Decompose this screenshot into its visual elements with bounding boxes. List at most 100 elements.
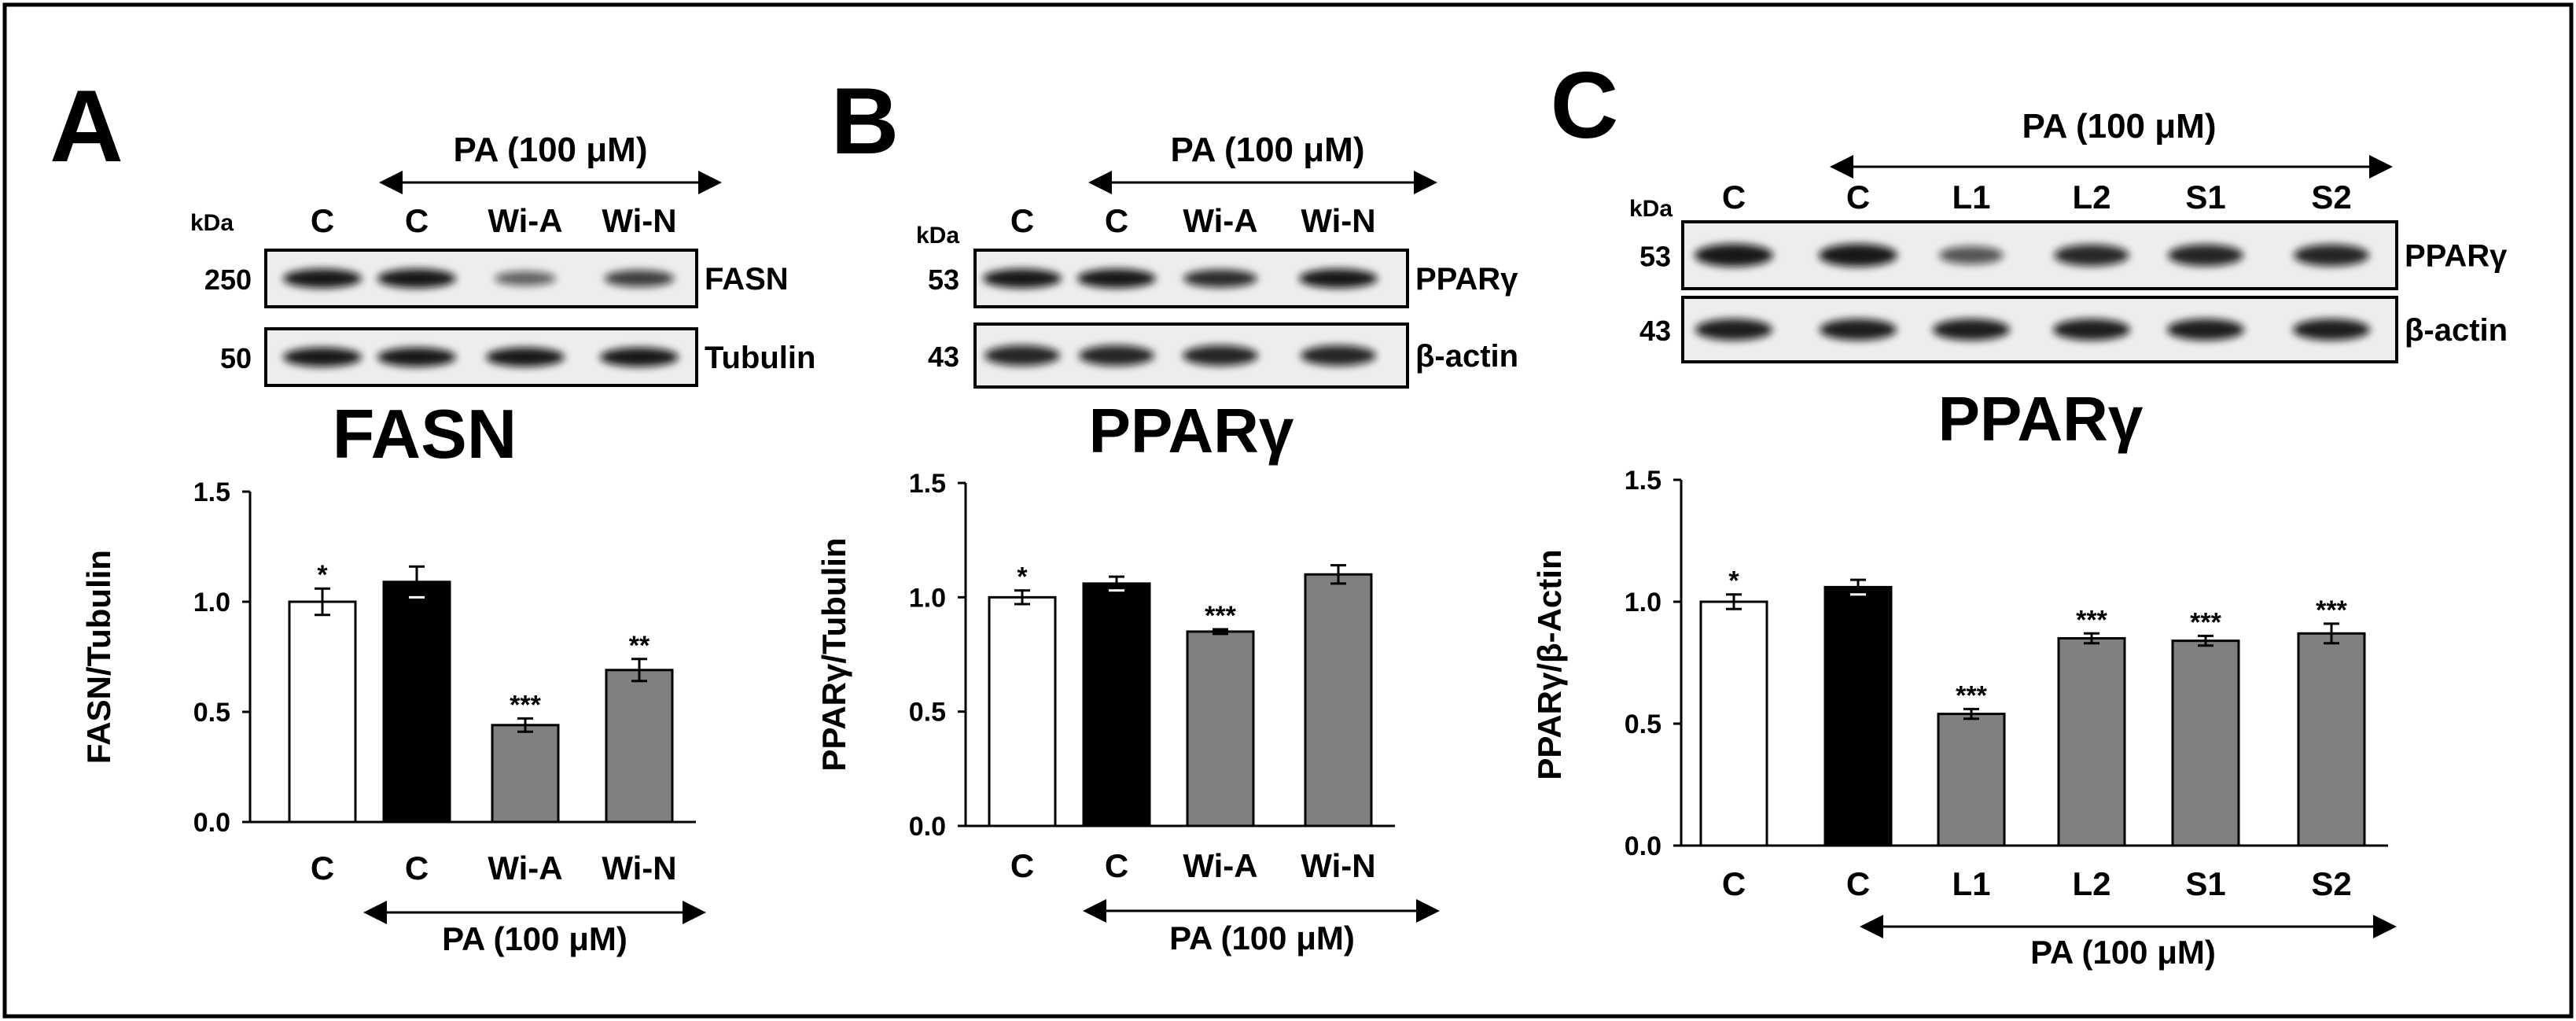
significance-label: * [317, 560, 328, 590]
lane-label: C [1105, 202, 1128, 239]
chart-title: PPARγ [1089, 396, 1294, 466]
y-axis-label: PPARγ/Tubulin [815, 537, 852, 771]
treatment-label: PA (100 μM) [1171, 131, 1365, 169]
y-tick-label: 0.0 [1625, 831, 1662, 861]
bar [2171, 640, 2240, 847]
bar [288, 600, 357, 824]
bar [1823, 585, 1893, 847]
mw-label: 43 [928, 341, 959, 373]
x-tick-label: C [405, 850, 429, 886]
y-tick-label: 1.0 [1625, 588, 1662, 617]
mw-label: 53 [1639, 241, 1671, 273]
protein-label: PPARγ [1415, 262, 1518, 297]
significance-label: ** [629, 631, 650, 661]
x-tick-label: S1 [2185, 865, 2225, 902]
panel-letter: C [1551, 53, 1619, 158]
blot-band [1077, 268, 1156, 289]
blot-band [377, 347, 456, 367]
x-treatment-label: PA (100 μM) [1169, 920, 1355, 956]
mw-label: 43 [1639, 315, 1671, 347]
protein-label: Tubulin [705, 341, 815, 375]
protein-label: FASN [705, 262, 789, 297]
lane-label: L2 [2072, 179, 2110, 216]
blot-PPARγ: 53 PPARγ [928, 249, 1518, 308]
x-tick-label: C [1010, 847, 1034, 884]
y-tick-label: 0.5 [193, 698, 230, 728]
blot-band [1820, 319, 1897, 341]
lane-label: S1 [2185, 179, 2225, 216]
y-tick-label: 1.5 [193, 477, 230, 507]
lane-label: Wi-A [488, 202, 562, 239]
chart-title: FASN [333, 395, 517, 473]
protein-label: PPARγ [2405, 239, 2508, 274]
blot-band [2293, 319, 2370, 341]
bar [988, 595, 1057, 827]
blot-band [1079, 345, 1154, 366]
treatment-label: PA (100 μM) [454, 131, 648, 169]
bar [1186, 630, 1255, 827]
blot-band [600, 347, 679, 367]
significance-label: *** [510, 690, 541, 720]
mw-label: 50 [220, 342, 252, 374]
x-tick-label: Wi-N [1301, 847, 1375, 884]
lane-label: Wi-N [602, 202, 676, 239]
protein-label: β-actin [1415, 339, 1518, 374]
y-tick-label: 1.5 [909, 469, 946, 499]
blot-band [1301, 345, 1376, 366]
bar [382, 581, 451, 824]
y-tick-label: 0.5 [1625, 710, 1662, 739]
y-tick-label: 1.0 [193, 588, 230, 617]
blot-frame [1681, 220, 2398, 290]
bar [1304, 573, 1373, 827]
blot-band [283, 268, 362, 289]
x-tick-label: S2 [2311, 865, 2351, 902]
blot-band [486, 347, 565, 367]
blot-band [2054, 244, 2129, 267]
bar [1699, 600, 1768, 847]
blot-band [1695, 244, 1773, 267]
blot-band [495, 271, 556, 286]
bar [2057, 637, 2126, 847]
x-treatment-label: PA (100 μM) [442, 920, 627, 957]
x-tick-label: Wi-A [488, 850, 562, 886]
bar [1937, 713, 2006, 847]
blot-band [1183, 269, 1257, 288]
blot-band [377, 268, 456, 289]
panel-letter: A [50, 68, 123, 183]
blot-band [2294, 244, 2369, 267]
mw-label: 250 [204, 264, 252, 296]
blot-band [283, 347, 362, 367]
panel-b: B PA (100 μM) kDa C C Wi-A Wi-N 53 PPARγ 43 β-acti… [815, 68, 1518, 956]
treatment-label: PA (100 μM) [2022, 107, 2217, 146]
lane-label: C [311, 202, 334, 239]
blot-β-actin: 43 β-actin [1639, 296, 2508, 363]
blot-band [1183, 345, 1258, 366]
bar [2297, 632, 2366, 847]
mw-label: 53 [928, 264, 959, 296]
panel-a: A PA (100 μM) kDa C C Wi-A Wi-N 250 FASN 50 Tubuli… [50, 68, 815, 957]
significance-label: *** [1205, 601, 1236, 631]
lane-label: L1 [1952, 179, 1990, 216]
significance-label: *** [1956, 680, 1987, 710]
significance-label: *** [2316, 595, 2347, 625]
blot-band [983, 268, 1062, 289]
blot-band [2053, 319, 2130, 341]
y-tick-label: 0.0 [193, 808, 230, 838]
bar-chart: 0.0 0.5 1.0 1.5 FASN/Tubulin * C C *** Wi-A ** Wi-N… [80, 477, 706, 957]
blot-band [1819, 244, 1897, 267]
lane-label: C [405, 202, 429, 239]
y-tick-label: 1.5 [1625, 466, 1662, 496]
significance-label: *** [2190, 607, 2221, 637]
y-tick-label: 1.0 [909, 583, 946, 613]
y-axis-label: PPARγ/β-Actin [1531, 549, 1568, 780]
blot-frame [1681, 296, 2398, 363]
bar [491, 724, 560, 824]
lane-label: C [1846, 179, 1870, 216]
x-tick-label: L2 [2072, 865, 2110, 902]
blot-FASN: 250 FASN [204, 249, 789, 308]
lane-label: C [1722, 179, 1746, 216]
panel-letter: B [831, 68, 900, 174]
lane-label: C [1010, 202, 1034, 239]
x-tick-label: C [1846, 865, 1870, 902]
